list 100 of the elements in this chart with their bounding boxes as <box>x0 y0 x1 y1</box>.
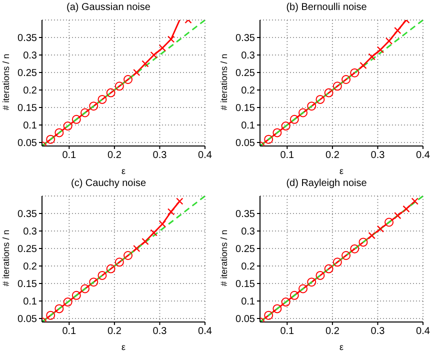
x-tick-label: 0.2 <box>325 150 340 162</box>
point <box>342 75 351 84</box>
y-tick-label: 0.3 <box>241 50 256 62</box>
y-axis-title: # iterations / n <box>219 54 229 110</box>
x-tick-label: 0.3 <box>370 150 386 162</box>
point <box>332 258 342 267</box>
y-axis-title: # iterations / n <box>1 230 11 286</box>
point <box>384 218 394 227</box>
y-tick-label: 0.05 <box>236 138 256 150</box>
y-tick-label: 0.25 <box>236 244 256 256</box>
point <box>376 46 384 54</box>
y-tick-label: 0.1 <box>241 296 256 308</box>
point <box>63 122 72 131</box>
point <box>402 205 410 213</box>
point <box>281 298 290 307</box>
point <box>150 229 158 236</box>
chart-title: (d) Rayleigh noise <box>285 178 368 189</box>
point <box>298 284 308 294</box>
y-tick-label: 0.15 <box>236 279 256 290</box>
y-tick-label: 0.1 <box>23 120 38 132</box>
x-tick-label: 0.4 <box>198 326 212 338</box>
point <box>376 225 384 232</box>
x-tick-label: 0.2 <box>325 326 340 338</box>
point <box>385 37 393 45</box>
point <box>307 102 316 111</box>
point <box>316 270 325 280</box>
y-tick-label: 0.35 <box>18 209 38 220</box>
point <box>307 278 316 287</box>
y-tick-label: 0.05 <box>18 314 38 326</box>
point <box>89 102 98 111</box>
y-tick-label: 0.05 <box>18 138 38 150</box>
y-tick-label: 0.2 <box>23 86 38 97</box>
x-tick-label: 0.2 <box>107 326 122 338</box>
y-tick-label: 0.2 <box>241 86 256 97</box>
point <box>264 134 274 144</box>
point <box>368 53 376 60</box>
point <box>80 284 90 294</box>
y-tick-label: 0.15 <box>18 103 38 114</box>
point <box>360 62 367 70</box>
point <box>46 134 56 144</box>
point <box>142 60 149 68</box>
point <box>358 238 368 247</box>
y-tick-label: 0.15 <box>236 103 256 114</box>
y-tick-label: 0.25 <box>18 244 38 256</box>
point <box>158 220 166 228</box>
point <box>394 26 402 34</box>
x-tick-label: 0.3 <box>370 326 386 338</box>
x-tick-label: 0.1 <box>62 326 77 338</box>
y-tick-label: 0.3 <box>241 226 256 238</box>
y-tick-label: 0.3 <box>23 50 38 62</box>
x-tick-label: 0.4 <box>198 150 212 162</box>
point <box>411 198 418 205</box>
y-tick-label: 0.15 <box>18 279 38 290</box>
y-axis-title: # iterations / n <box>1 54 11 110</box>
y-axis-title: # iterations / n <box>219 230 229 286</box>
point <box>332 82 342 91</box>
point <box>167 36 175 43</box>
point <box>324 264 334 274</box>
x-tick-label: 0.3 <box>152 150 168 162</box>
point <box>54 128 64 138</box>
point <box>394 212 402 220</box>
x-tick-label: 0.3 <box>152 326 168 338</box>
point <box>264 310 274 320</box>
chart-title: (b) Bernoulli noise <box>285 2 368 13</box>
chart-title: (c) Cauchy noise <box>70 178 148 189</box>
point <box>281 122 290 131</box>
point <box>133 68 140 76</box>
point <box>80 108 90 118</box>
point <box>98 270 107 280</box>
y-tick-label: 0.05 <box>236 314 256 326</box>
x-tick-label: 0.1 <box>280 326 295 338</box>
point <box>350 68 360 78</box>
point <box>316 94 325 104</box>
point <box>150 51 158 59</box>
point <box>98 94 107 104</box>
point <box>158 44 166 52</box>
point <box>324 88 334 98</box>
point <box>342 251 351 260</box>
point <box>350 244 360 254</box>
y-tick-label: 0.2 <box>23 262 38 273</box>
point <box>124 75 133 84</box>
y-tick-label: 0.3 <box>23 226 38 238</box>
point <box>89 278 98 287</box>
x-axis-title: ε <box>339 342 344 352</box>
point <box>298 108 308 118</box>
point <box>176 198 184 205</box>
point <box>142 238 149 246</box>
point <box>72 114 81 124</box>
point <box>106 88 116 98</box>
y-tick-label: 0.2 <box>241 262 256 273</box>
y-tick-label: 0.25 <box>236 68 256 80</box>
x-tick-label: 0.4 <box>416 326 430 338</box>
y-tick-label: 0.35 <box>236 209 256 220</box>
point <box>54 304 64 314</box>
point <box>290 114 299 124</box>
y-tick-label: 0.1 <box>241 120 256 132</box>
point <box>72 290 81 300</box>
x-axis-title: ε <box>121 166 126 176</box>
point <box>272 128 282 138</box>
x-tick-label: 0.2 <box>107 150 122 162</box>
